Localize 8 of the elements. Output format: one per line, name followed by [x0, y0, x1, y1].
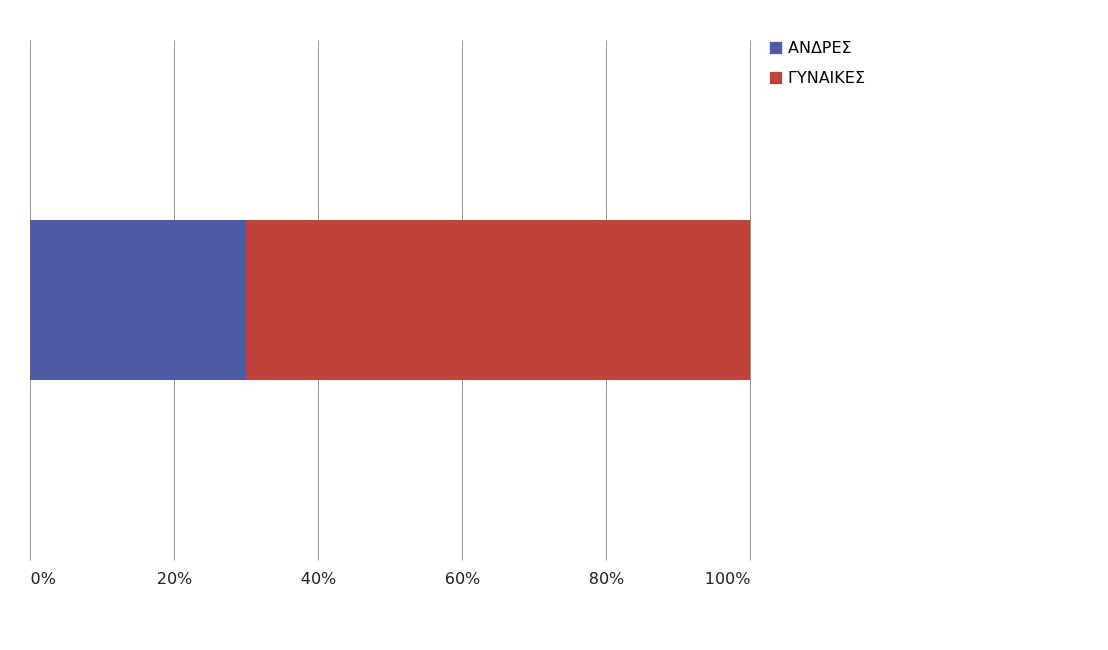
x-tick-label: 40%	[300, 568, 337, 588]
x-tick-label: 0%	[30, 568, 56, 588]
legend-label: ΑΝΔΡΕΣ	[788, 38, 852, 57]
x-tick-label: 20%	[156, 568, 193, 588]
x-tick-label: 60%	[444, 568, 481, 588]
legend-label: ΓΥΝΑΙΚΕΣ	[788, 68, 866, 87]
x-tick-label: 100%	[704, 568, 751, 588]
x-tick-label: 80%	[588, 568, 625, 588]
